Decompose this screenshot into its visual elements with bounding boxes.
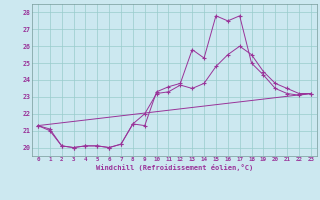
X-axis label: Windchill (Refroidissement éolien,°C): Windchill (Refroidissement éolien,°C) <box>96 164 253 171</box>
